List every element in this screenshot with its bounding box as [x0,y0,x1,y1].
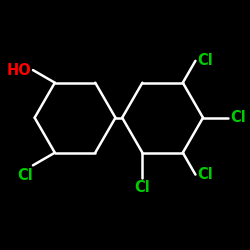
Text: Cl: Cl [198,167,214,182]
Text: Cl: Cl [134,180,150,195]
Text: Cl: Cl [230,110,246,125]
Text: Cl: Cl [198,53,214,68]
Text: HO: HO [6,62,31,78]
Text: Cl: Cl [17,168,33,182]
